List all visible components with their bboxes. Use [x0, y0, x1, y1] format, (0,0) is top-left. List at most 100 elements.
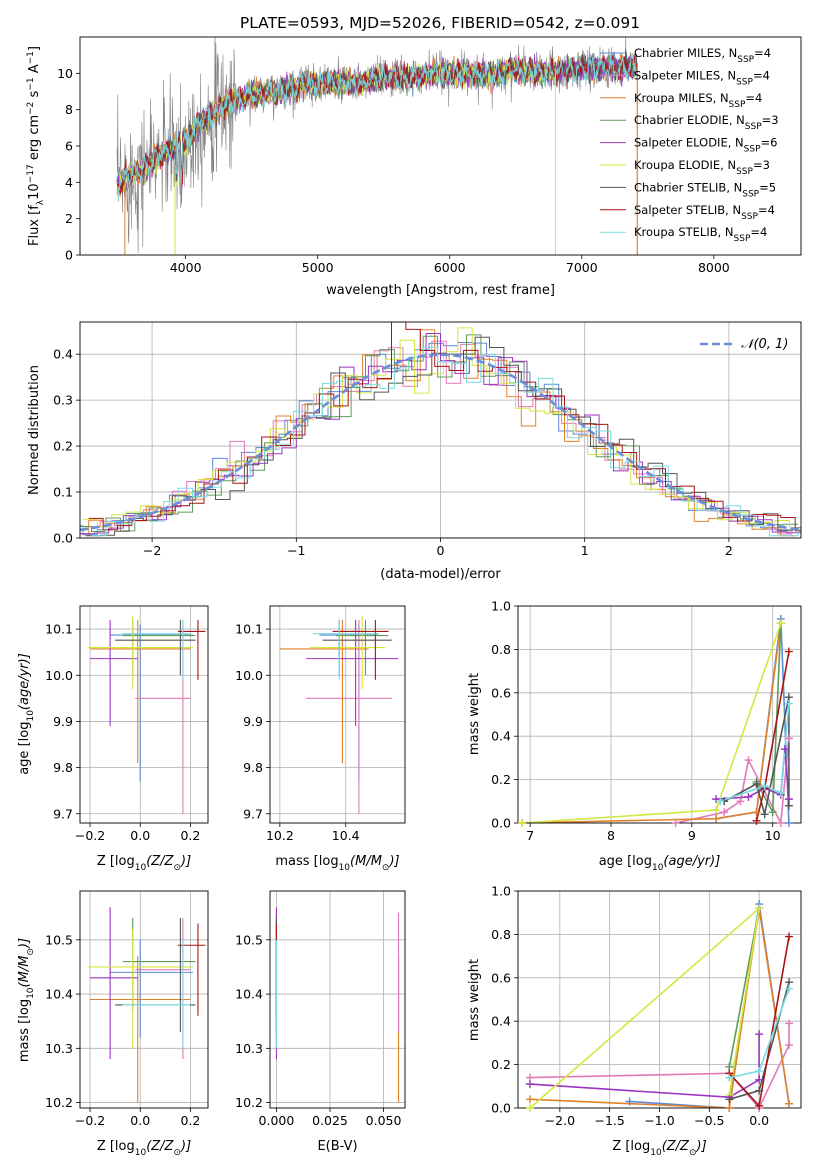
- legend-entry-chabrier-miles-part: SSP: [737, 55, 754, 65]
- legend-entry-chabrier-elodie: Chabrier ELODIE, NSSP=3: [634, 113, 779, 132]
- axes-weight-vs-Z: −2.0 −1.5 −1.0 −0.5 0.0 0.0 0.2 0.4 0.6 0.8 1.0 Z […: [467, 884, 802, 1158]
- y-tick-label: 10.0: [45, 668, 73, 683]
- weight-marker-kroupa-miles: [752, 808, 761, 817]
- x-tick-label: −2: [143, 543, 161, 558]
- x-axis-label: Z [log10(Z/Z⊙)]: [97, 1139, 191, 1158]
- legend-entry-salpeter-miles: Salpeter MILES, NSSP=4: [634, 68, 770, 87]
- y-tick-label: 8: [65, 102, 73, 117]
- y-tick-label: 0.6: [491, 970, 511, 985]
- x-axis-label-part: ⊙: [173, 863, 181, 873]
- weight-marker-kroupa-miles: [525, 1095, 534, 1104]
- y-axis-label-part: 10: [26, 710, 36, 722]
- x-tick-label: 6000: [434, 260, 466, 275]
- x-tick-label: 0.0: [130, 1113, 150, 1128]
- weight-line-kroupa-stelib: [719, 703, 790, 803]
- weight-marker-chabrier-stelib: [752, 779, 761, 788]
- legend-entry-salpeter-stelib-part: SSP: [741, 212, 758, 222]
- legend-entry-salpeter-stelib-part: =4: [758, 203, 775, 217]
- weight-line-salpeter-miles: [529, 1023, 790, 1108]
- x-tick-label: 0.2: [180, 1113, 200, 1128]
- y-tick-label: 0.6: [491, 685, 511, 700]
- x-axis-label-part: ⊙: [689, 1148, 697, 1158]
- y-tick-label: 0.0: [491, 816, 511, 831]
- plot-area-age-vs-mass: [270, 606, 405, 823]
- axes-mass-vs-Z: −0.2 0.0 0.210.210.310.410.5Z [log10(Z/Z⊙)…: [17, 890, 209, 1158]
- weight-marker-salpeter-stelib: [784, 647, 793, 656]
- y-tick-label: 0.4: [53, 347, 73, 362]
- y-tick-label: 10.4: [235, 987, 263, 1002]
- legend-entry-kroupa-stelib-part: SSP: [734, 234, 751, 244]
- legend-entry-salpeter-elodie-part: Salpeter ELODIE, N: [634, 136, 744, 150]
- plot-area-spectrum: [116, 37, 638, 255]
- y-axis-label-part: 10: [26, 987, 36, 999]
- x-axis-label-part: )]: [180, 854, 191, 869]
- x-axis-label: mass [log10(M/M⊙)]: [275, 854, 399, 873]
- x-tick-label: 0.025: [312, 1113, 348, 1128]
- histogram-kroupa-miles: [80, 329, 796, 537]
- y-tick-label: 1.0: [491, 884, 511, 899]
- x-tick-label: −1: [287, 543, 305, 558]
- weight-marker-kroupa-stelib: [776, 788, 785, 797]
- y-tick-label: 9.9: [243, 714, 263, 729]
- legend-entry-kroupa-miles-part: SSP: [729, 100, 746, 110]
- weight-marker-kroupa-miles: [725, 1104, 734, 1112]
- legend-entry-normal: 𝒩(0, 1): [741, 337, 788, 352]
- weight-marker-salpeter-miles: [736, 797, 745, 806]
- weight-marker-chabrier-miles: [784, 819, 793, 827]
- weight-marker-salpeter-elodie: [755, 1075, 764, 1084]
- x-axis-label-part: age [log: [599, 854, 652, 869]
- x-tick-label: 10.2: [266, 828, 294, 843]
- x-axis-label: Z [log10(Z/Z⊙)]: [97, 854, 191, 873]
- y-axis-label: age [log10(age/yr)]: [17, 653, 36, 775]
- weight-marker-kroupa-stelib: [755, 1067, 764, 1076]
- x-tick-label: 9: [688, 828, 696, 843]
- axes-frame: [79, 605, 209, 824]
- y-tick-label: 9.9: [53, 714, 73, 729]
- y-axis-label-part: (M/M: [17, 956, 32, 988]
- legend-entry-salpeter-miles-part: SSP: [736, 77, 753, 87]
- legend-entry-chabrier-stelib: Chabrier STELIB, NSSP=5: [634, 180, 776, 199]
- legend-entry-salpeter-elodie: Salpeter ELODIE, NSSP=6: [634, 136, 777, 155]
- x-tick-label: 2: [725, 543, 733, 558]
- y-tick-label: 10.4: [45, 987, 73, 1002]
- x-tick-label: −1.0: [644, 1113, 674, 1128]
- weight-marker-kroupa-stelib: [725, 1073, 734, 1082]
- y-axis-label-part: (age/yr)]: [17, 653, 32, 710]
- y-tick-label: 9.7: [243, 806, 263, 821]
- y-tick-label: 0.2: [491, 1057, 511, 1072]
- axes-age-vs-mass: 10.2 10.4 9.7 9.8 9.9 10.0 10.1 mass [log10(M/M…: [235, 605, 406, 873]
- weight-marker-chabrier-miles: [625, 1097, 634, 1106]
- axes-frame: [79, 890, 209, 1109]
- y-tick-label: 0: [65, 248, 73, 263]
- x-tick-label: 0.000: [259, 1113, 295, 1128]
- x-tick-label: −0.5: [694, 1113, 724, 1128]
- y-axis-label-part: 10: [27, 183, 42, 200]
- legend-entry-kroupa-miles: Kroupa MILES, NSSP=4: [634, 91, 762, 110]
- y-tick-label: 0.0: [53, 531, 73, 546]
- x-tick-label: 10: [765, 828, 781, 843]
- x-tick-label: 7: [526, 828, 534, 843]
- weight-line-kroupa-elodie: [529, 906, 761, 1108]
- y-tick-label: 0.3: [53, 393, 73, 408]
- x-axis-label: E(B-V): [317, 1139, 357, 1154]
- x-tick-label: 8000: [698, 260, 730, 275]
- y-axis-label-part: −17: [26, 164, 36, 183]
- histogram-chabrier-elodie: [80, 334, 799, 532]
- weight-marker-chabrier-stelib: [725, 1095, 734, 1104]
- legend-entry-chabrier-stelib-part: Chabrier STELIB, N: [634, 180, 742, 194]
- x-tick-label: 0.050: [366, 1113, 402, 1128]
- legend-entry-salpeter-elodie-part: SSP: [744, 145, 761, 155]
- y-tick-label: 0.2: [53, 439, 73, 454]
- legend-entry-salpeter-miles-part: Salpeter MILES, N: [634, 68, 736, 82]
- x-axis-label-part: ⊙: [173, 1148, 181, 1158]
- legend-entry-chabrier-miles-part: =4: [754, 46, 771, 60]
- y-axis-label: Flux [fλ10−17 erg cm−2 s−1 A−1]: [26, 46, 46, 246]
- x-tick-label: 0.2: [180, 828, 200, 843]
- x-tick-label: −1.5: [594, 1113, 624, 1128]
- y-axis-label: mass [log10(M/M⊙)]: [17, 938, 36, 1062]
- y-tick-label: 0.4: [491, 1014, 511, 1029]
- legend-entry-kroupa-elodie-part: =3: [753, 158, 770, 172]
- y-axis-label: mass weight: [467, 959, 482, 1041]
